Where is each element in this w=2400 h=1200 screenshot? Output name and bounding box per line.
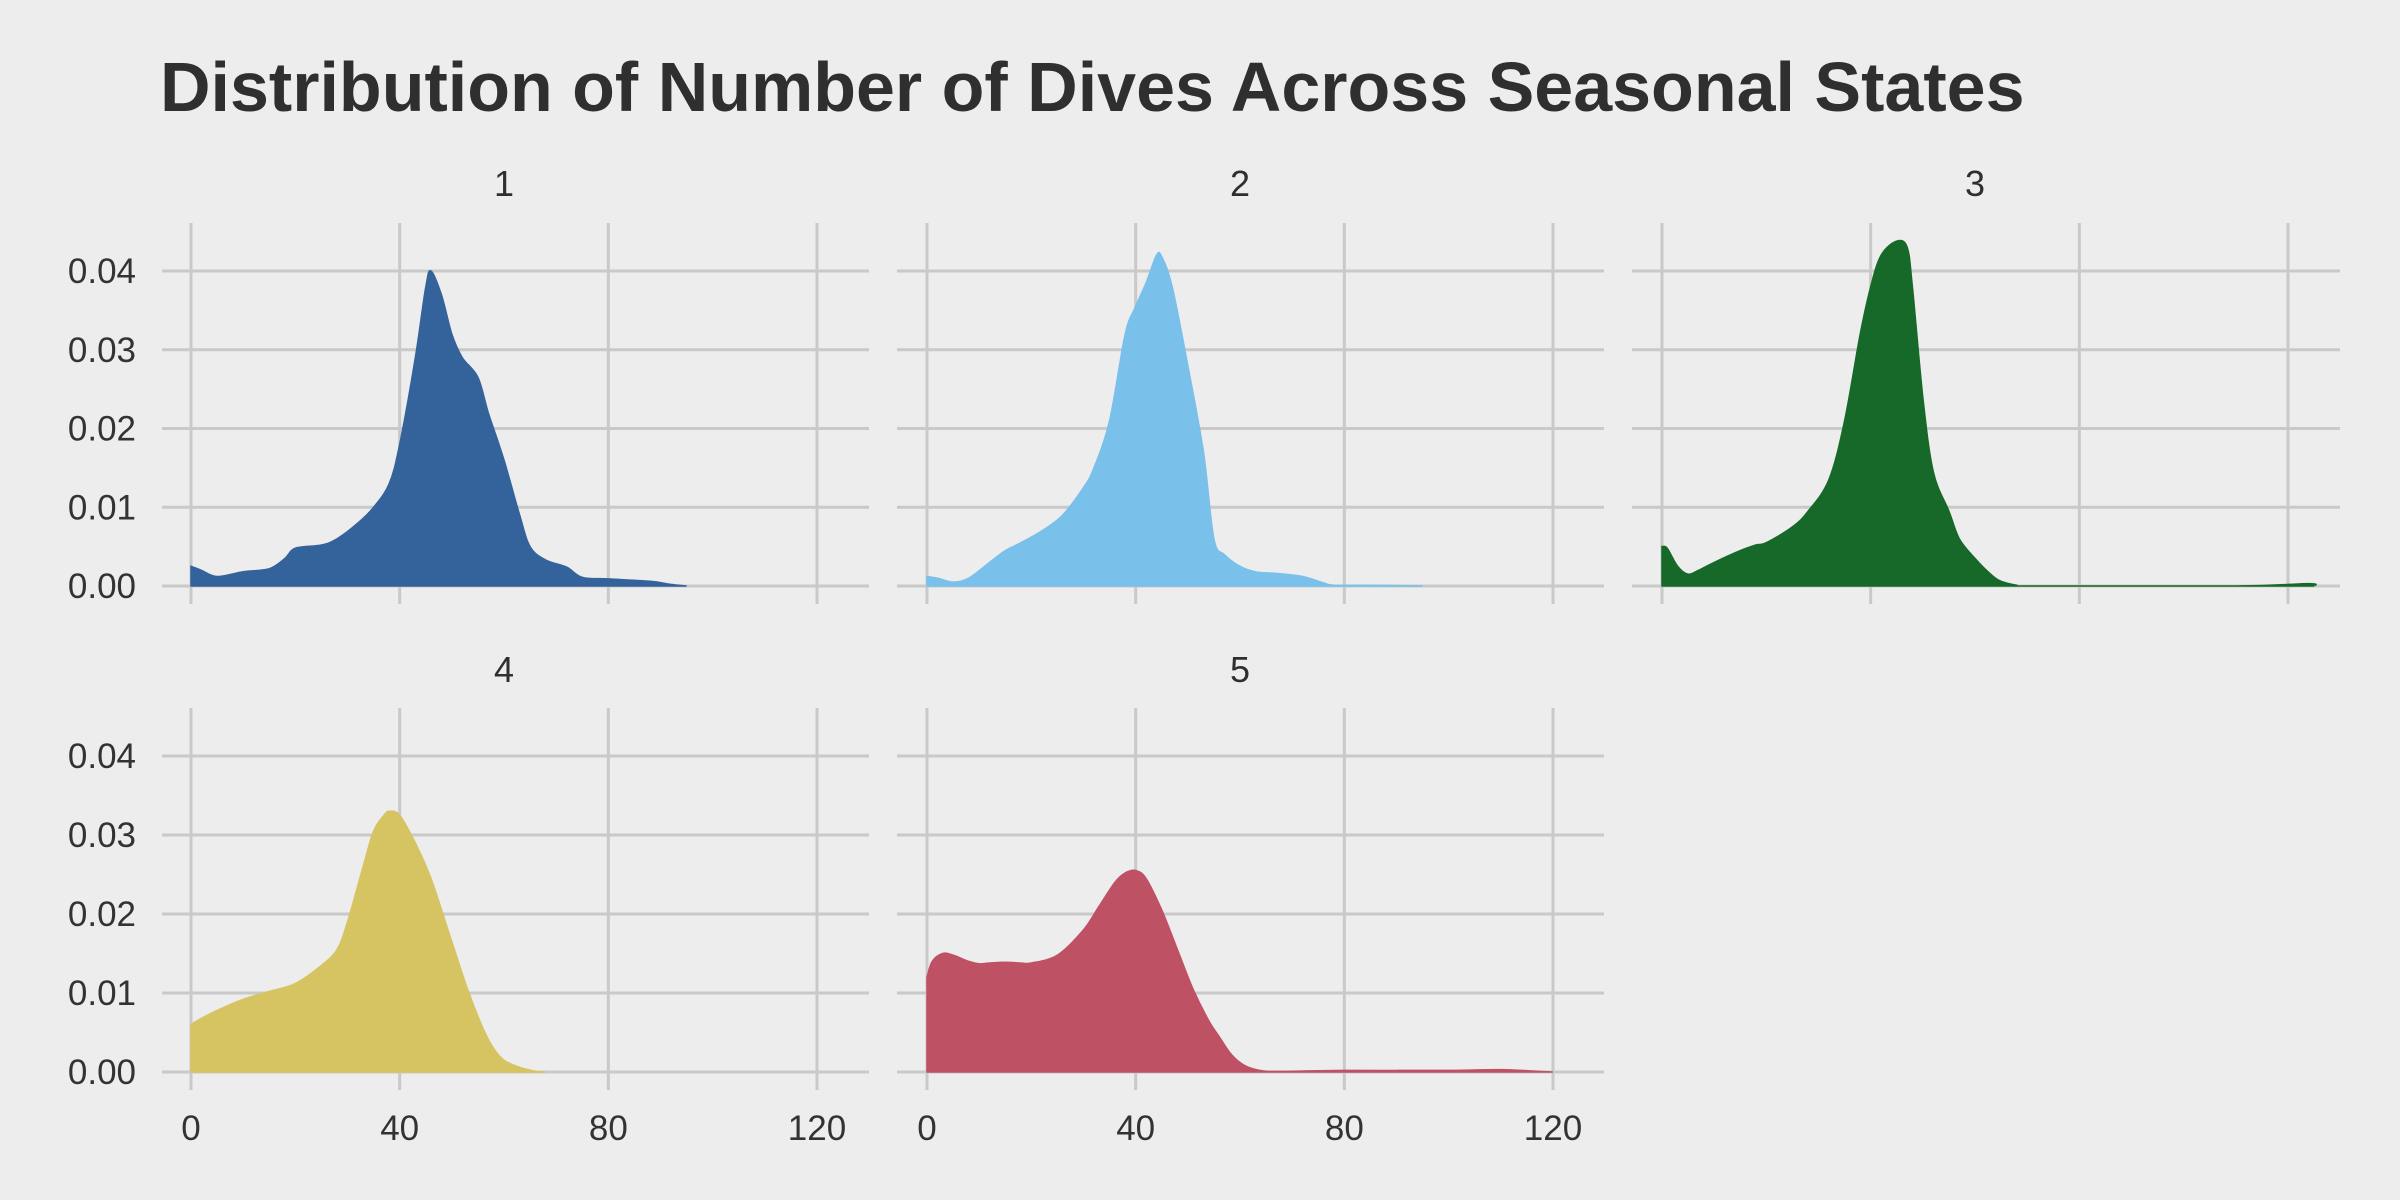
panel-1-y-tick-label-2: 0.02 xyxy=(68,410,136,449)
panel-3: 3 xyxy=(1632,163,2340,604)
panel-2-strip-label: 2 xyxy=(1230,163,1250,204)
panel-5-x-tick-label-3: 120 xyxy=(1524,1109,1582,1148)
panel-4-y-tick-label-0: 0.00 xyxy=(68,1053,136,1092)
panel-4: 4 0.00 0.01 0.02 0.03 0.04 xyxy=(68,649,869,1092)
panel-5-x-tick-label-2: 80 xyxy=(1325,1109,1364,1148)
panel-4-density-area xyxy=(190,810,546,1073)
panel-1-y-tick-label-1: 0.01 xyxy=(68,488,136,527)
panel-3-strip-label: 3 xyxy=(1965,163,1985,204)
panel-1-y-tick-label-4: 0.04 xyxy=(68,252,136,291)
panel-4-y-tick-label-4: 0.04 xyxy=(68,737,136,776)
panel-1-y-tick-label-0: 0.00 xyxy=(68,567,136,606)
panel-2: 2 xyxy=(897,163,1604,604)
chart-title: Distribution of Number of Dives Across S… xyxy=(160,48,2025,126)
panel-5-x-tick-label-1: 40 xyxy=(1116,1109,1155,1148)
panel-4-y-tick-label-2: 0.02 xyxy=(68,895,136,934)
panel-4-x-tick-label-2: 80 xyxy=(589,1109,628,1148)
panel-4-x-tick-label-0: 0 xyxy=(181,1109,200,1148)
panel-1-y-tick-label-3: 0.03 xyxy=(68,331,136,370)
panel-3-density-area xyxy=(1661,239,2317,587)
panel-4-x-tick-label-1: 40 xyxy=(380,1109,419,1148)
panel-1: 1 0.00 0.01 0.02 0.03 0.04 xyxy=(68,163,869,606)
panel-1-strip-label: 1 xyxy=(494,163,514,204)
panel-2-density-area xyxy=(926,251,1423,587)
panel-4-x-tick-label-3: 120 xyxy=(788,1109,846,1148)
panel-4-y-tick-label-3: 0.03 xyxy=(68,816,136,855)
panel-4-y-tick-label-1: 0.01 xyxy=(68,974,136,1013)
panel-5: 5 xyxy=(897,649,1604,1090)
panel-4-strip-label: 4 xyxy=(494,649,514,690)
panel-5-strip-label: 5 xyxy=(1230,649,1250,690)
panel-5-density-area xyxy=(926,869,1554,1073)
panel-5-x-tick-label-0: 0 xyxy=(917,1109,936,1148)
panel-1-density-area xyxy=(190,269,687,587)
